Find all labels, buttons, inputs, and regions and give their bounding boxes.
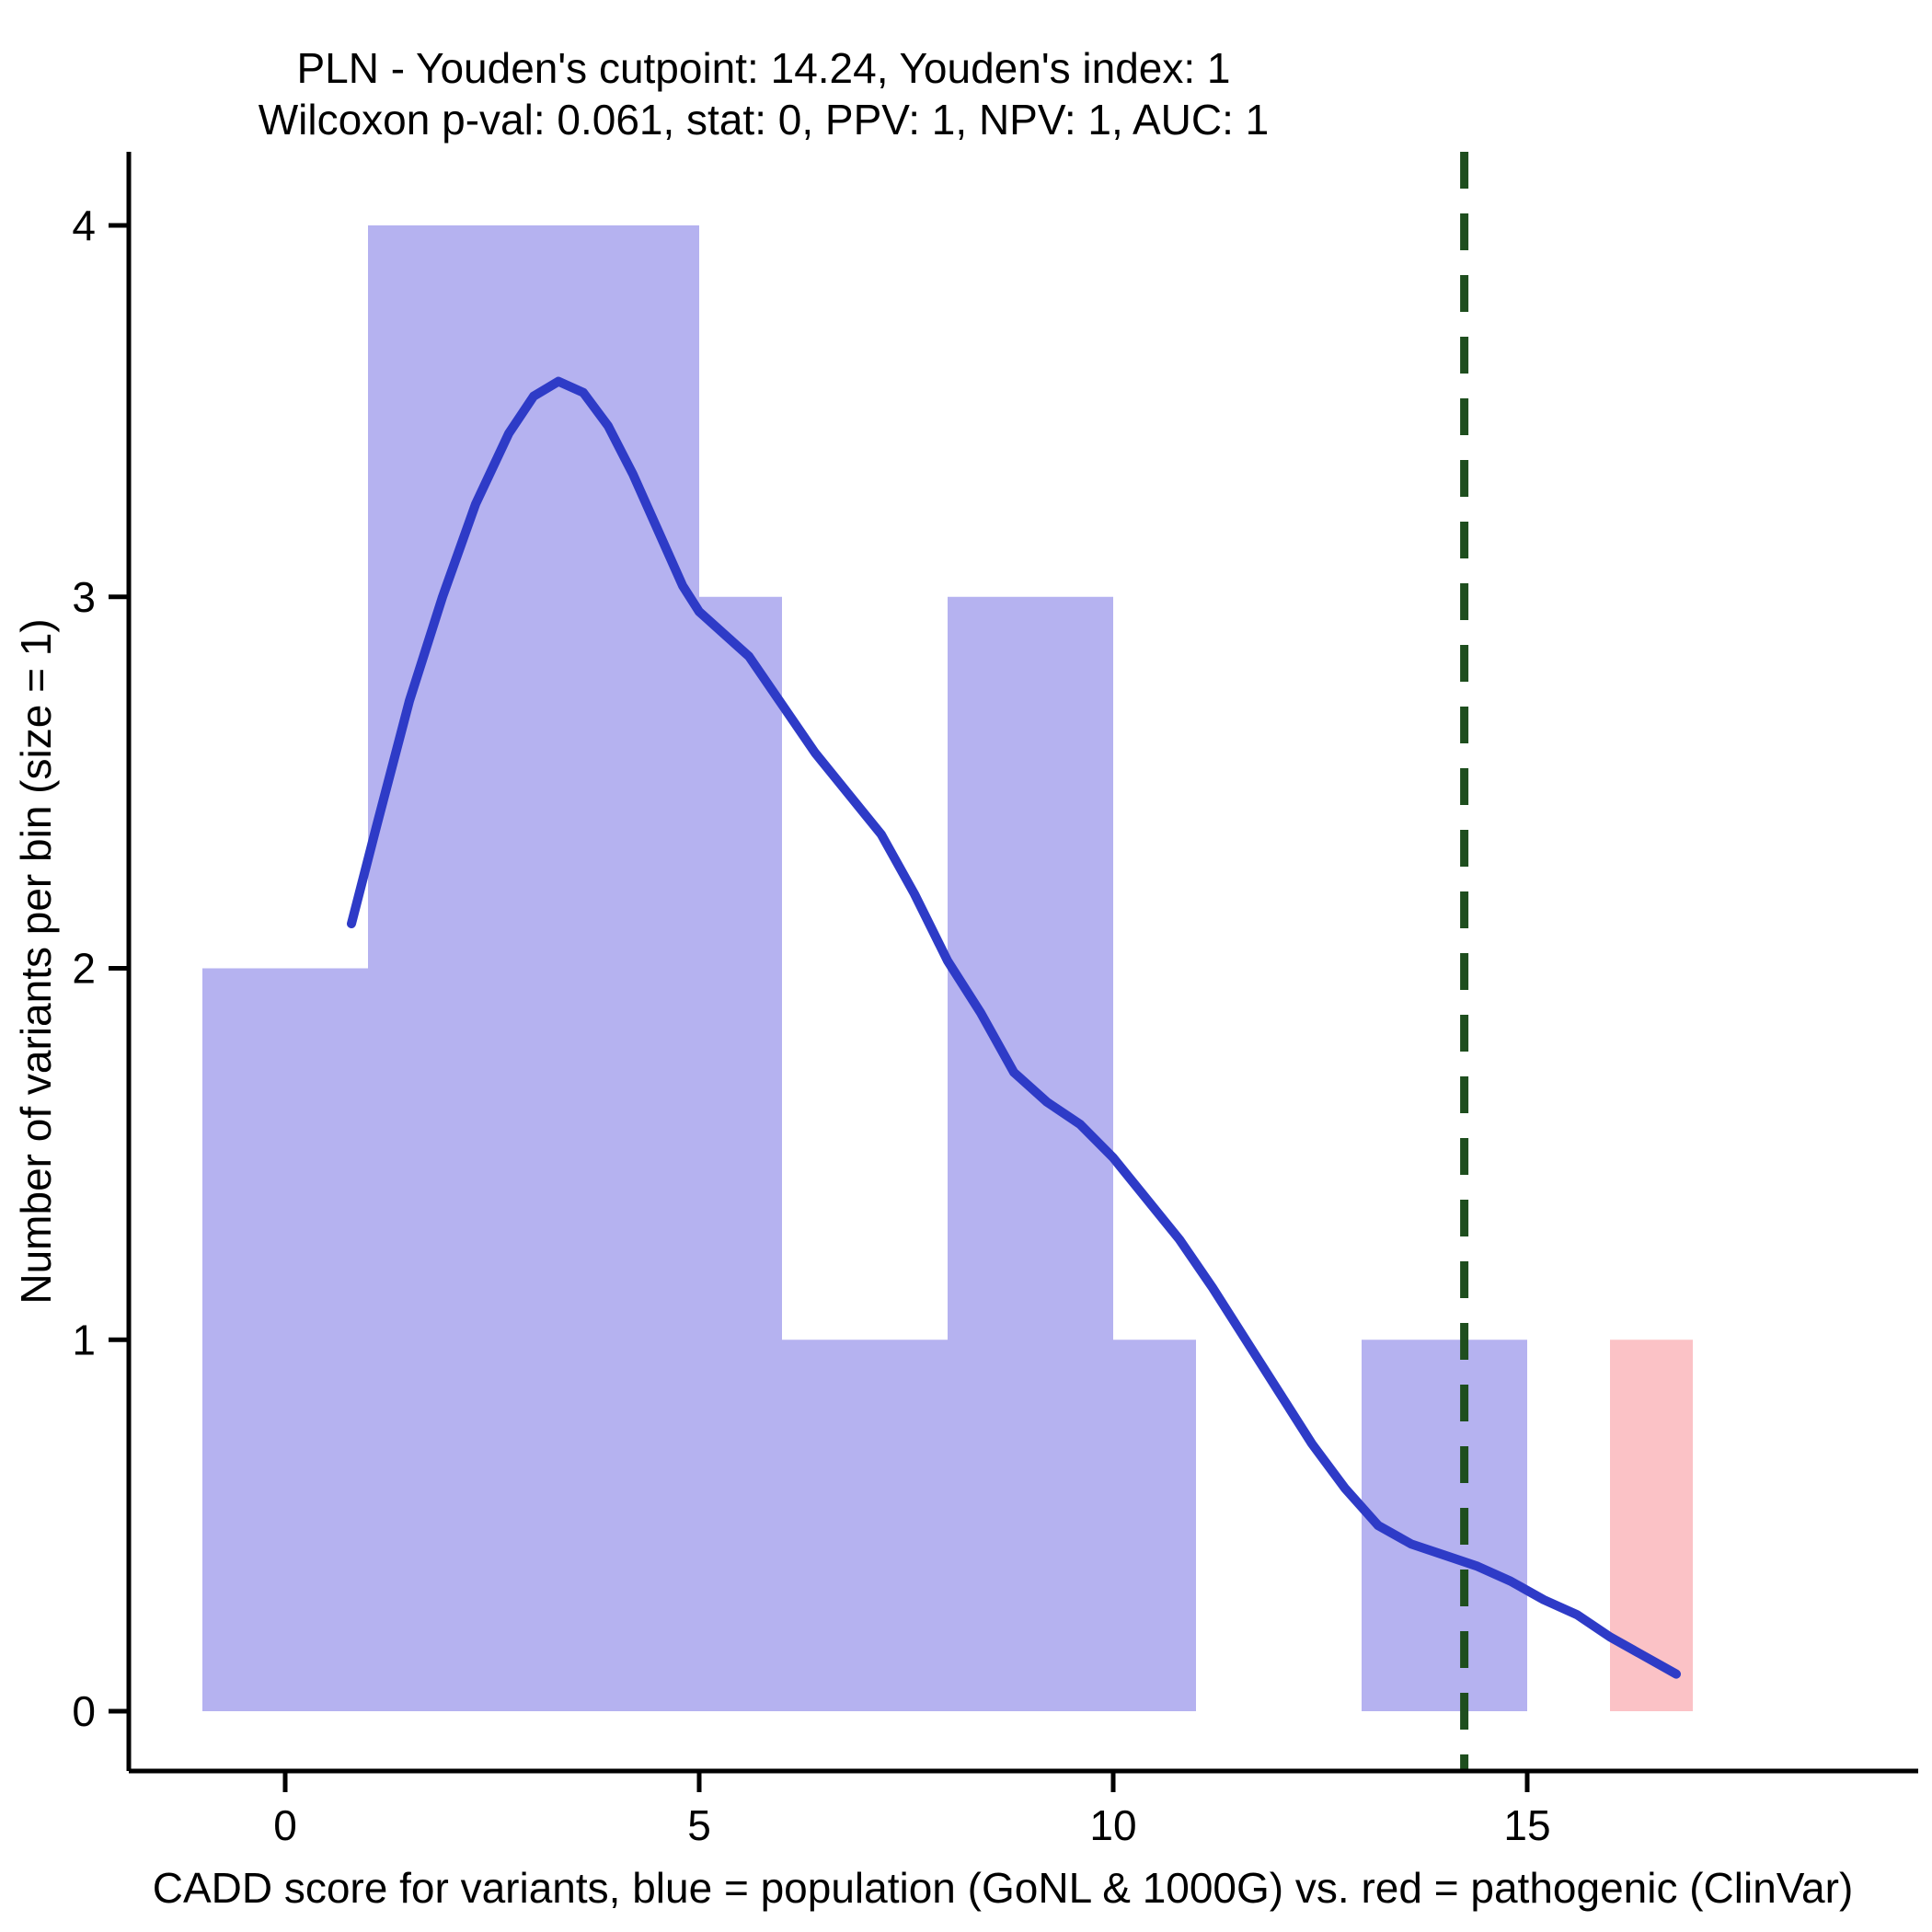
histogram-bar [948, 596, 1113, 1711]
histogram-bar [1113, 1340, 1196, 1711]
density-curve-layer [347, 376, 1681, 1679]
histogram-bar [1362, 1340, 1527, 1711]
x-axis-label: CADD score for variants, blue = populati… [153, 1864, 1854, 1912]
histogram-bar [202, 968, 368, 1711]
histogram-bar [699, 596, 782, 1711]
x-tick-label: 5 [687, 1801, 711, 1849]
x-tick-label: 15 [1503, 1801, 1550, 1849]
histogram-bar [368, 225, 699, 1711]
y-tick-label: 1 [72, 1316, 96, 1363]
y-tick-label: 2 [72, 945, 96, 993]
histogram-bar [782, 1340, 948, 1711]
chart-title-line2: Wilcoxon p-val: 0.061, stat: 0, PPV: 1, … [259, 96, 1270, 144]
histogram-bars [202, 225, 1693, 1711]
chart-title-line1: PLN - Youden's cutpoint: 14.24, Youden's… [296, 44, 1230, 92]
y-tick-label: 0 [72, 1687, 96, 1735]
tick-labels: 0 5 10 15 0 1 2 3 4 [72, 201, 1550, 1849]
x-tick-label: 10 [1089, 1801, 1136, 1849]
axes [109, 152, 1918, 1792]
x-tick-label: 0 [273, 1801, 297, 1849]
y-tick-label: 3 [72, 573, 96, 621]
y-axis-label: Number of variants per bin (size = 1) [12, 618, 60, 1304]
y-tick-label: 4 [72, 201, 96, 249]
density-curve [347, 376, 1681, 1679]
